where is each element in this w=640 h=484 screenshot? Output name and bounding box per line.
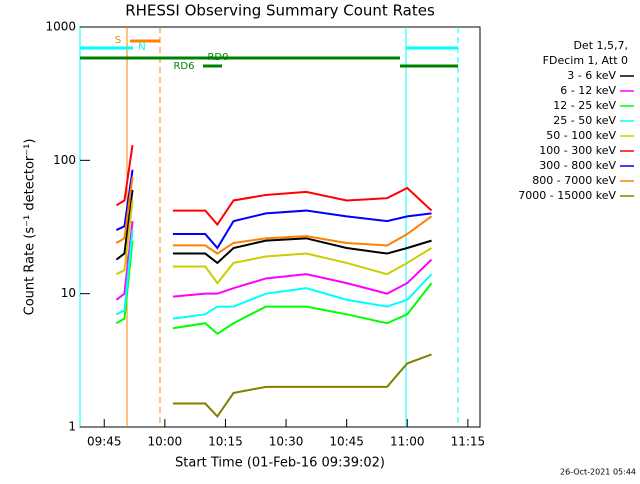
legend-label: 6 - 12 keV bbox=[560, 84, 616, 97]
y-tick-label: 1 bbox=[68, 420, 76, 434]
legend-label: 300 - 800 keV bbox=[539, 159, 616, 172]
y-tick-label: 1000 bbox=[45, 20, 76, 34]
x-tick-label: 11:00 bbox=[390, 435, 425, 449]
annotation: S bbox=[115, 35, 121, 46]
x-axis-label: Start Time (01-Feb-16 09:39:02) bbox=[175, 456, 385, 471]
x-tick-label: 11:15 bbox=[451, 435, 486, 449]
legend-label: 50 - 100 keV bbox=[546, 129, 616, 142]
y-tick-label: 100 bbox=[53, 153, 76, 167]
footer: 26-Oct-2021 05:44 bbox=[560, 468, 636, 477]
x-tick-label: 09:45 bbox=[87, 435, 122, 449]
legend-label: 100 - 300 keV bbox=[539, 144, 616, 157]
series-line bbox=[115, 221, 433, 301]
chart-title: RHESSI Observing Summary Count Rates bbox=[125, 2, 435, 20]
legend-label: 3 - 6 keV bbox=[567, 69, 616, 82]
x-tick-label: 10:00 bbox=[148, 435, 183, 449]
series-line bbox=[115, 144, 433, 227]
annotation: RD6 bbox=[173, 61, 194, 72]
y-axis-label: Count Rate (s⁻¹ detector⁻¹) bbox=[23, 139, 38, 316]
x-tick-label: 10:30 bbox=[269, 435, 304, 449]
series-line bbox=[115, 189, 432, 265]
x-tick-label: 10:45 bbox=[329, 435, 364, 449]
legend-label: 800 - 7000 keV bbox=[532, 174, 616, 187]
annotation: N bbox=[138, 42, 145, 53]
x-tick-label: 10:15 bbox=[208, 435, 243, 449]
series-line bbox=[172, 353, 432, 419]
series-line bbox=[115, 229, 433, 320]
series-line bbox=[115, 200, 433, 285]
series-line bbox=[115, 169, 432, 250]
legend-label: 7000 - 15000 keV bbox=[518, 189, 616, 202]
legend-header: FDecim 1, Att 0 bbox=[543, 54, 628, 67]
legend-label: 25 - 50 keV bbox=[553, 114, 616, 127]
annotation: RD0 bbox=[207, 52, 228, 63]
legend-label: 12 - 25 keV bbox=[553, 99, 616, 112]
y-tick-label: 10 bbox=[61, 286, 76, 300]
legend-header: Det 1,5,7, bbox=[573, 39, 628, 52]
series-line bbox=[115, 176, 433, 255]
